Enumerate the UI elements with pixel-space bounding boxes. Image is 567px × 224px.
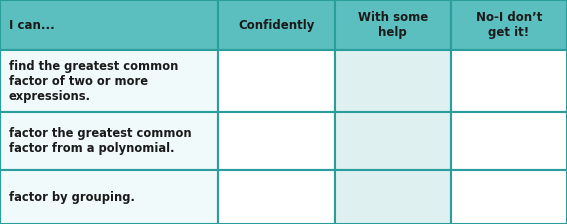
Bar [451,112,567,170]
Text: Confidently: Confidently [238,19,315,32]
Bar [451,170,567,224]
Bar [335,112,451,170]
Bar [335,0,451,50]
Bar [218,50,335,112]
Text: No-I don’t
get it!: No-I don’t get it! [476,11,542,39]
Bar [218,170,335,224]
Text: factor the greatest common
factor from a polynomial.: factor the greatest common factor from a… [9,127,191,155]
Bar [218,112,335,170]
Text: I can...: I can... [9,19,54,32]
Bar [0,170,218,224]
Text: factor by grouping.: factor by grouping. [9,191,134,204]
Bar [451,0,567,50]
Bar [335,50,451,112]
Text: With some
help: With some help [358,11,428,39]
Text: find the greatest common
factor of two or more
expressions.: find the greatest common factor of two o… [9,60,178,103]
Bar [0,0,218,50]
Bar [335,170,451,224]
Bar [0,112,218,170]
Bar [451,50,567,112]
Bar [218,0,335,50]
Bar [0,50,218,112]
